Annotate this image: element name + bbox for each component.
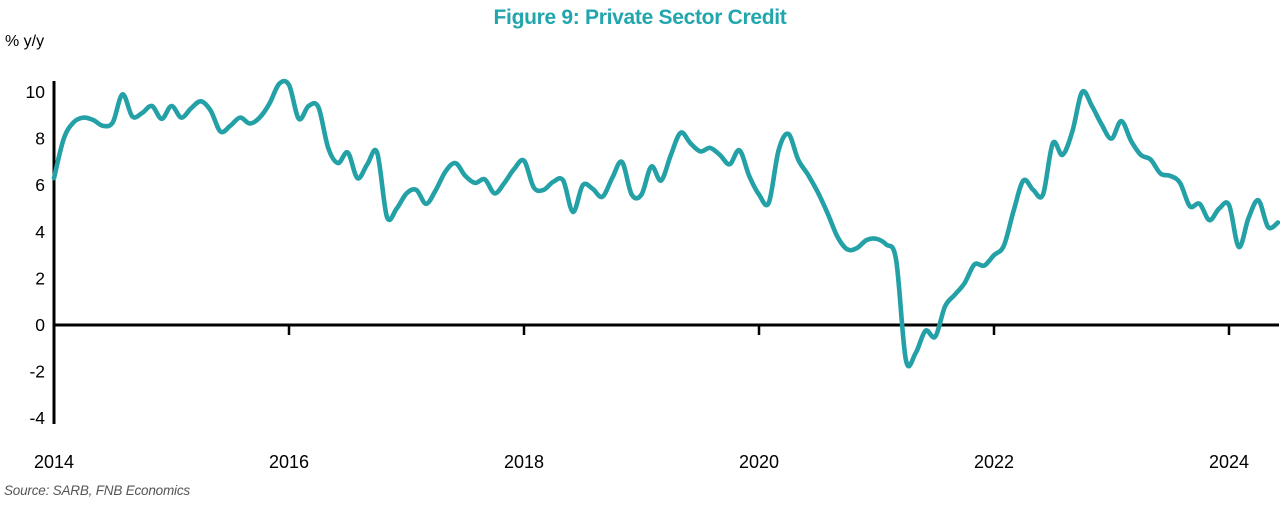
y-axis-unit-label: % y/y [5,33,45,50]
x-axis-label-2014: 2014 [34,452,74,472]
y-axis-label-2: 2 [35,268,45,288]
source-note: Source: SARB, FNB Economics [4,483,190,498]
y-axis-label-10: 10 [26,82,46,102]
y-axis-label--2: -2 [29,362,45,382]
x-axis-label-2018: 2018 [504,452,544,472]
credit-growth-series-line [51,78,1280,369]
y-axis-label-0: 0 [35,315,45,335]
y-axis-label-8: 8 [35,129,45,149]
x-axis-label-2020: 2020 [739,452,779,472]
y-axis-label-4: 4 [35,222,45,242]
y-axis-label--4: -4 [29,408,45,428]
y-axis-label-6: 6 [35,175,45,195]
x-axis-label-2024: 2024 [1209,452,1249,472]
chart-title: Figure 9: Private Sector Credit [493,6,787,29]
x-axis-label-2016: 2016 [269,452,309,472]
x-axis-label-2022: 2022 [974,452,1014,472]
